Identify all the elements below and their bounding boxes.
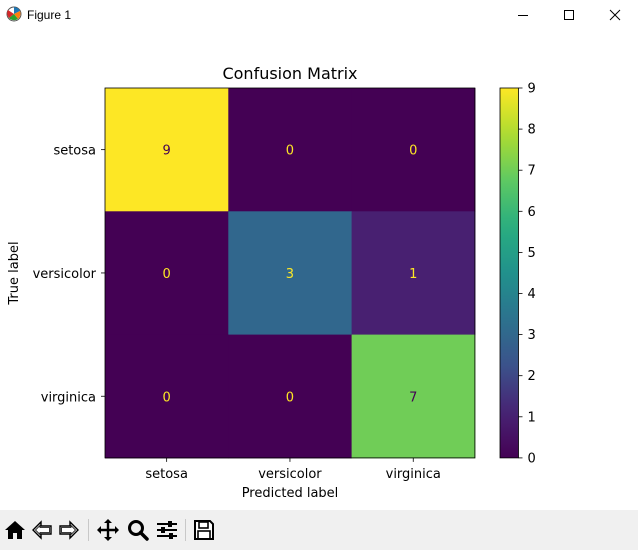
y-tick-label: setosa [53, 144, 96, 159]
y-axis-label: True label [7, 241, 22, 305]
colorbar: 0 1 2 3 4 5 6 7 8 9 [499, 82, 536, 466]
toolbar-separator [88, 519, 89, 541]
cell-value-label: 0 [409, 144, 417, 159]
configure-subplots-button[interactable] [155, 518, 179, 542]
close-button[interactable] [592, 0, 638, 30]
colorbar-tick-label: 7 [528, 164, 536, 179]
cell-value-label: 9 [163, 144, 171, 159]
colorbar-tick-label: 1 [528, 410, 536, 425]
cell-value-labels: 9 0 0 0 3 1 0 0 7 [163, 144, 418, 406]
colorbar-tick-label: 0 [528, 451, 536, 466]
colorbar-tick-label: 4 [528, 287, 536, 302]
colorbar-tick-label: 2 [528, 369, 536, 384]
chart-title: Confusion Matrix [222, 64, 357, 83]
save-icon [194, 520, 214, 540]
heatmap-cell [351, 211, 476, 336]
forward-button[interactable] [57, 518, 81, 542]
maximize-icon [564, 10, 574, 20]
colorbar-tick-label: 3 [528, 328, 536, 343]
colorbar-tick-label: 9 [528, 82, 536, 97]
cell-value-label: 0 [286, 144, 294, 159]
cell-value-label: 0 [163, 267, 171, 282]
zoom-button[interactable] [126, 518, 150, 542]
back-button[interactable] [30, 518, 54, 542]
close-icon [609, 9, 621, 21]
back-icon [32, 520, 52, 540]
pan-icon [97, 519, 119, 541]
minimize-icon [518, 15, 528, 16]
confusion-matrix-figure: Confusion Matrix 9 0 0 0 3 1 0 0 7 setosa versico… [7, 64, 536, 501]
heatmap-cell [105, 211, 229, 336]
window-title: Figure 1 [27, 8, 72, 22]
heatmap-cells [105, 88, 476, 459]
heatmap-cell [228, 211, 353, 336]
heatmap-cell [228, 88, 353, 212]
cell-value-label: 1 [409, 267, 417, 282]
x-tick-label: virginica [386, 467, 441, 482]
zoom-icon [128, 520, 149, 541]
minimize-button[interactable] [500, 0, 546, 30]
pan-button[interactable] [96, 518, 120, 542]
x-tick-label: setosa [145, 467, 188, 482]
heatmap-cell [105, 88, 229, 212]
colorbar-tick-label: 8 [528, 123, 536, 138]
heatmap-cell [228, 334, 353, 459]
x-tick-label: versicolor [258, 467, 322, 482]
cell-value-label: 0 [286, 390, 294, 405]
colorbar-gradient [499, 87, 519, 459]
forward-icon [59, 520, 79, 540]
x-axis-label: Predicted label [242, 486, 339, 501]
maximize-button[interactable] [546, 0, 592, 30]
y-tick-label: virginica [41, 390, 96, 405]
heatmap-cell [105, 334, 229, 459]
matplotlib-app-icon [6, 6, 22, 22]
configure-subplots-icon [157, 521, 177, 539]
colorbar-tick-label: 6 [528, 205, 536, 220]
axes: setosa versicolor virginica setosa versicolo… [33, 87, 476, 482]
cell-value-label: 3 [286, 267, 294, 282]
save-button[interactable] [192, 518, 216, 542]
home-button[interactable] [3, 518, 27, 542]
toolbar-separator [185, 519, 186, 541]
heatmap-cell [351, 334, 476, 459]
heatmap-cell [351, 88, 476, 212]
cell-value-label: 7 [409, 390, 417, 405]
window-titlebar: Figure 1 [0, 0, 638, 30]
navigation-toolbar [0, 510, 638, 550]
cell-value-label: 0 [163, 390, 171, 405]
y-tick-label: versicolor [33, 267, 97, 282]
home-icon [5, 521, 25, 539]
colorbar-tick-label: 5 [528, 246, 536, 261]
